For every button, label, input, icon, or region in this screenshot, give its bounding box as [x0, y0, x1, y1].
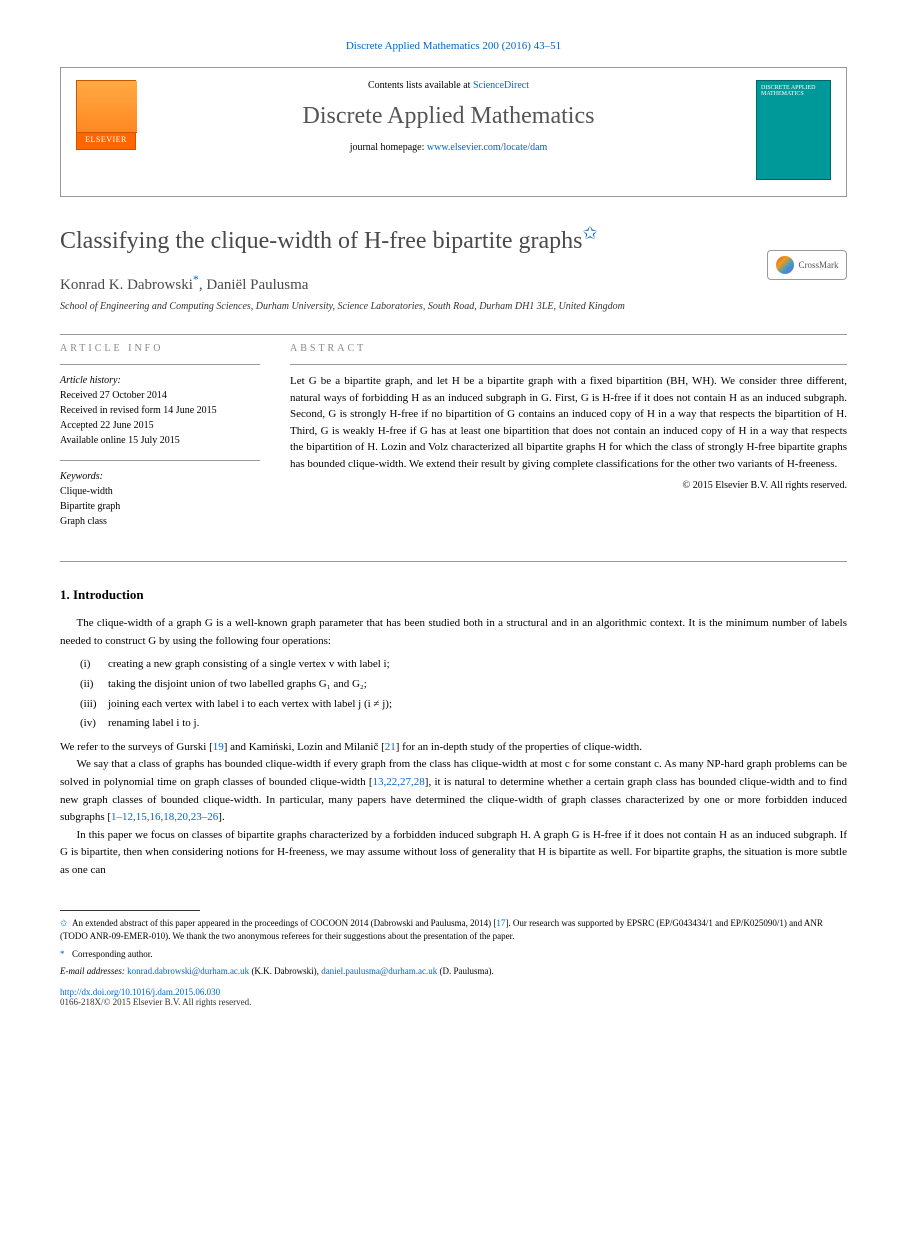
op-2-num: (ii) — [80, 676, 108, 694]
authors-line: Konrad K. Dabrowski*, Daniël Paulusma — [60, 272, 847, 294]
keyword-2: Bipartite graph — [60, 499, 260, 514]
abstract-column: ABSTRACT Let G be a bipartite graph, and… — [290, 343, 847, 541]
email-1[interactable]: konrad.dabrowski@durham.ac.uk — [127, 966, 249, 976]
top-citation[interactable]: Discrete Applied Mathematics 200 (2016) … — [60, 40, 847, 52]
sciencedirect-link[interactable]: ScienceDirect — [473, 80, 529, 91]
op-1-text: creating a new graph consisting of a sin… — [108, 658, 390, 670]
email-1-author: (K.K. Dabrowski), — [249, 966, 321, 976]
journal-homepage-link[interactable]: www.elsevier.com/locate/dam — [427, 142, 547, 153]
author-name-1[interactable]: Konrad K. Dabrowski — [60, 277, 193, 293]
history-online: Available online 15 July 2015 — [60, 433, 260, 448]
keywords-section: Keywords: Clique-width Bipartite graph G… — [60, 469, 260, 529]
doi-link[interactable]: http://dx.doi.org/10.1016/j.dam.2015.06.… — [60, 987, 847, 997]
p3-c: ]. — [218, 811, 224, 823]
crossmark-label: CrossMark — [799, 260, 839, 270]
info-divider-2 — [60, 460, 260, 461]
section-1-heading: 1. Introduction — [60, 587, 847, 603]
contents-prefix: Contents lists available at — [368, 80, 473, 91]
abstract-copyright: © 2015 Elsevier B.V. All rights reserved… — [290, 480, 847, 491]
emails-label: E-mail addresses: — [60, 966, 127, 976]
history-received: Received 27 October 2014 — [60, 388, 260, 403]
intro-p4: In this paper we focus on classes of bip… — [60, 827, 847, 880]
affiliation: School of Engineering and Computing Scie… — [60, 300, 847, 314]
op-4-text: renaming label i to j. — [108, 717, 199, 729]
keywords-label: Keywords: — [60, 469, 260, 484]
elsevier-label: ELSEVIER — [77, 133, 135, 146]
article-history: Article history: Received 27 October 201… — [60, 373, 260, 448]
operations-list: (i)creating a new graph consisting of a … — [80, 656, 847, 732]
fn2-text: Corresponding author. — [72, 949, 153, 959]
abstract-text: Let G be a bipartite graph, and let H be… — [290, 373, 847, 472]
footnote-divider — [60, 910, 200, 911]
crossmark-badge[interactable]: CrossMark — [767, 250, 847, 280]
elsevier-tree-icon — [77, 81, 137, 133]
op-4: (iv)renaming label i to j. — [80, 715, 847, 733]
divider-top — [60, 334, 847, 335]
journal-title: Discrete Applied Mathematics — [156, 103, 741, 130]
op-2-text: taking the disjoint union of two labelle… — [108, 678, 367, 690]
footnote-corresponding: *Corresponding author. — [60, 948, 847, 962]
journal-cover-thumbnail[interactable]: DISCRETE APPLIED MATHEMATICS — [756, 80, 831, 180]
history-accepted: Accepted 22 June 2015 — [60, 418, 260, 433]
p2-b: ] and Kamiński, Lozin and Milanič [ — [224, 741, 385, 753]
homepage-prefix: journal homepage: — [350, 142, 427, 153]
abstract-divider — [290, 364, 847, 365]
abstract-heading: ABSTRACT — [290, 343, 847, 354]
article-info-column: ARTICLE INFO Article history: Received 2… — [60, 343, 260, 541]
op-3-text: joining each vertex with label i to each… — [108, 698, 392, 710]
op-4-num: (iv) — [80, 715, 108, 733]
intro-p1: The clique-width of a graph G is a well-… — [60, 615, 847, 650]
ref-13-22-27-28[interactable]: 13,22,27,28 — [373, 776, 425, 788]
p2-a: We refer to the surveys of Gurski [ — [60, 741, 213, 753]
footnote-2-marker: * — [60, 948, 72, 962]
author-name-2[interactable]: , Daniël Paulusma — [199, 277, 309, 293]
elsevier-logo[interactable]: ELSEVIER — [76, 80, 136, 150]
history-label: Article history: — [60, 373, 260, 388]
footnote-1-marker: ✩ — [60, 917, 72, 931]
info-divider-1 — [60, 364, 260, 365]
op-3: (iii)joining each vertex with label i to… — [80, 696, 847, 714]
ref-1-26[interactable]: 1–12,15,16,18,20,23–26 — [111, 811, 218, 823]
journal-header: ELSEVIER DISCRETE APPLIED MATHEMATICS Co… — [60, 67, 847, 197]
ref-21[interactable]: 21 — [385, 741, 396, 753]
keyword-1: Clique-width — [60, 484, 260, 499]
history-revised: Received in revised form 14 June 2015 — [60, 403, 260, 418]
email-2[interactable]: daniel.paulusma@durham.ac.uk — [321, 966, 437, 976]
fn1-a: An extended abstract of this paper appea… — [72, 918, 496, 928]
op-3-num: (iii) — [80, 696, 108, 714]
issn-copyright: 0166-218X/© 2015 Elsevier B.V. All right… — [60, 997, 847, 1007]
crossmark-icon — [776, 256, 794, 274]
title-footnote-marker[interactable]: ✩ — [583, 223, 598, 243]
email-2-author: (D. Paulusma). — [437, 966, 494, 976]
article-title-text: Classifying the clique-width of H-free b… — [60, 228, 583, 254]
divider-bottom — [60, 561, 847, 562]
footnote-funding: ✩An extended abstract of this paper appe… — [60, 917, 847, 944]
intro-p3: We say that a class of graphs has bounde… — [60, 756, 847, 826]
op-1-num: (i) — [80, 656, 108, 674]
p2-c: ] for an in-depth study of the propertie… — [396, 741, 642, 753]
article-title: Classifying the clique-width of H-free b… — [60, 222, 847, 257]
ref-19[interactable]: 19 — [213, 741, 224, 753]
keyword-3: Graph class — [60, 514, 260, 529]
journal-homepage-line: journal homepage: www.elsevier.com/locat… — [156, 142, 741, 153]
op-2: (ii)taking the disjoint union of two lab… — [80, 676, 847, 694]
op-1: (i)creating a new graph consisting of a … — [80, 656, 847, 674]
footnote-emails: E-mail addresses: konrad.dabrowski@durha… — [60, 965, 847, 979]
contents-available-line: Contents lists available at ScienceDirec… — [156, 80, 741, 91]
intro-p2: We refer to the surveys of Gurski [19] a… — [60, 739, 847, 757]
article-info-heading: ARTICLE INFO — [60, 343, 260, 354]
